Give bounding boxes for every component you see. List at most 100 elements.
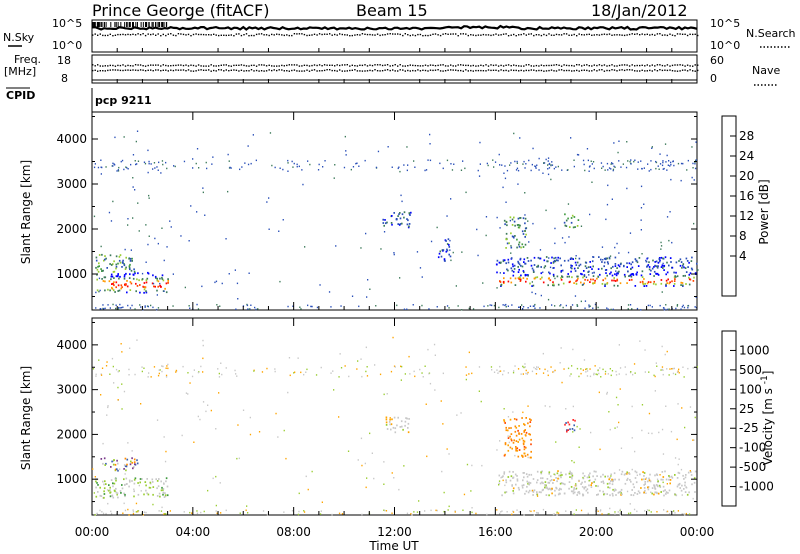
nave-dot <box>344 70 346 72</box>
data-cell <box>522 270 525 272</box>
data-cell <box>524 243 527 246</box>
data-cell <box>628 279 631 281</box>
scatter-cell <box>694 306 696 308</box>
scatter-cell <box>310 305 312 308</box>
scatter-cell <box>202 344 204 347</box>
nave-dot <box>139 69 142 71</box>
freq-dot <box>538 65 540 67</box>
x-tick-label: 12:00 <box>377 525 412 539</box>
scatter-cell <box>124 473 126 475</box>
nsearch-dot <box>132 33 134 35</box>
freq-dot <box>533 65 535 67</box>
data-cell <box>678 260 680 262</box>
scatter-cell <box>496 287 498 289</box>
data-cell <box>126 280 128 282</box>
nsearch-dot <box>220 34 222 36</box>
nsearch-dot <box>475 34 477 37</box>
nave-dot <box>308 70 311 72</box>
scatter-cell <box>187 372 189 374</box>
scatter-cell <box>498 306 500 309</box>
data-cell <box>530 473 533 476</box>
nave-dot <box>162 69 164 71</box>
data-cell <box>582 493 584 496</box>
data-cell <box>654 261 656 263</box>
data-cell <box>665 491 668 493</box>
data-cell <box>131 480 133 482</box>
data-cell <box>681 484 683 487</box>
scatter-cell <box>650 491 652 493</box>
scatter-cell <box>606 162 609 165</box>
nave-dot <box>228 70 230 72</box>
scatter-cell <box>427 159 429 161</box>
data-cell <box>524 217 527 220</box>
nave-dot <box>636 70 638 72</box>
data-cell <box>505 247 507 249</box>
velocity-cbar-label: Velocity [m s -1] <box>760 371 775 466</box>
scatter-cell <box>297 357 299 359</box>
scatter-cell <box>571 304 574 306</box>
nsearch-dot <box>520 33 522 36</box>
data-cell <box>680 281 682 284</box>
scatter-cell <box>633 363 636 365</box>
data-cell <box>115 255 118 258</box>
nave-dot <box>434 69 437 71</box>
scatter-cell <box>429 159 432 162</box>
scatter-cell <box>666 169 668 171</box>
nave-dot <box>424 69 427 72</box>
scatter-cell <box>477 254 479 257</box>
scatter-cell <box>465 374 468 376</box>
freq-dot <box>344 64 346 66</box>
data-cell <box>567 421 569 424</box>
scatter-cell <box>220 512 222 514</box>
scatter-cell <box>605 218 607 221</box>
scatter-cell <box>606 307 608 309</box>
data-cell <box>662 478 664 481</box>
data-cell <box>500 284 502 287</box>
data-cell <box>118 255 121 258</box>
scatter-cell <box>574 295 577 297</box>
data-cell <box>516 224 519 226</box>
data-cell <box>617 284 619 287</box>
freq-dot <box>114 65 117 67</box>
data-cell <box>577 277 579 280</box>
nsearch-dot <box>326 33 328 35</box>
data-cell <box>518 278 520 280</box>
scatter-cell <box>551 164 554 166</box>
nsearch-dot <box>611 34 613 36</box>
scatter-cell <box>588 304 590 306</box>
data-cell <box>136 459 138 462</box>
data-cell <box>540 471 542 474</box>
data-cell <box>630 275 633 278</box>
y-tick-label: 1000 <box>56 472 87 486</box>
scatter-cell <box>318 163 320 166</box>
scatter-cell <box>306 368 308 371</box>
scatter-cell <box>696 366 698 368</box>
scatter-cell <box>617 404 619 406</box>
data-cell <box>592 278 594 281</box>
nsearch-dot <box>623 34 626 37</box>
data-cell <box>526 277 528 280</box>
scatter-cell <box>279 167 281 169</box>
freq-dot <box>243 64 245 67</box>
nave-dot <box>225 69 227 71</box>
scatter-cell <box>132 511 135 513</box>
data-cell <box>114 291 116 293</box>
data-cell <box>385 421 388 424</box>
scatter-cell <box>202 191 204 194</box>
scatter-cell <box>692 439 694 441</box>
data-cell <box>118 289 121 292</box>
nave-dot <box>553 70 555 72</box>
data-cell <box>111 286 113 289</box>
data-cell <box>505 426 507 429</box>
scatter-cell <box>365 486 367 489</box>
nsearch-dot <box>165 34 167 37</box>
data-cell <box>563 221 566 224</box>
scatter-cell <box>668 160 670 162</box>
data-cell <box>550 262 552 264</box>
nave-dot <box>591 70 593 72</box>
scatter-cell <box>662 307 665 309</box>
scatter-cell <box>219 305 221 307</box>
scatter-cell <box>651 146 653 148</box>
scatter-cell <box>266 201 268 203</box>
scatter-cell <box>127 168 129 170</box>
